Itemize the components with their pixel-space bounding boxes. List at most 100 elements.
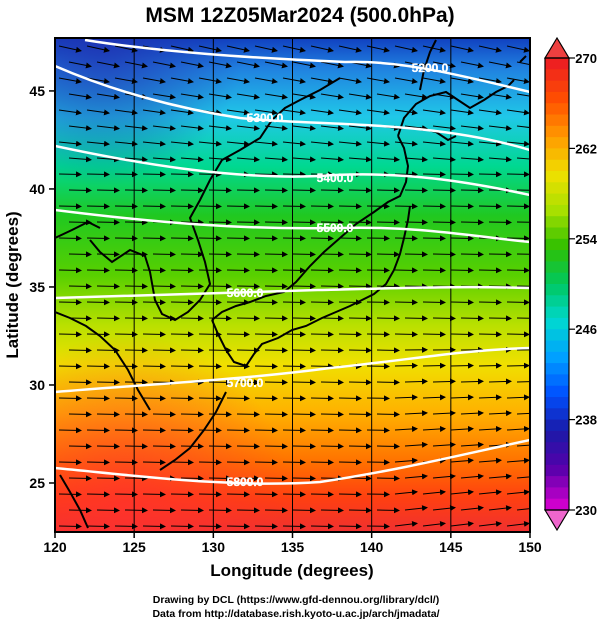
- wind-arrow: [432, 156, 456, 163]
- wind-arrow: [516, 444, 530, 447]
- y-axis-ticks: 25 30 35 40 45: [29, 83, 55, 491]
- wind-arrow: [170, 45, 194, 53]
- wind-arrow: [404, 410, 428, 417]
- wind-arrow: [460, 473, 484, 480]
- wind-arrow: [422, 77, 446, 85]
- wind-arrow: [488, 473, 512, 480]
- height-contour: [55, 208, 530, 244]
- wind-arrow: [460, 156, 484, 163]
- wind-arrow: [488, 61, 512, 69]
- contour-label: 5600.0: [227, 286, 264, 300]
- x-tick-label: 145: [439, 539, 463, 555]
- colorbar-cell: [545, 464, 569, 477]
- wind-arrow: [292, 93, 316, 100]
- x-axis-label: Longitude (degrees): [210, 561, 373, 580]
- colorbar: 270 262 254 246 238 230: [543, 36, 598, 532]
- wind-arrow: [86, 109, 110, 116]
- wind-arrow: [282, 77, 306, 85]
- wind-arrow: [460, 441, 484, 448]
- colorbar-cell: [545, 103, 569, 115]
- colorbar-cell: [545, 306, 569, 319]
- wind-arrow: [394, 140, 418, 147]
- wind-arrow: [404, 61, 428, 69]
- colorbar-cell: [545, 250, 569, 262]
- contour-label: 5700.0: [227, 376, 264, 390]
- colorbar-cell: [545, 227, 569, 240]
- colorbar-ticks: 270 262 254 246 238 230: [569, 51, 598, 518]
- wind-arrow: [450, 425, 474, 432]
- colorbar-cell: [545, 272, 569, 285]
- wind-arrow: [460, 125, 484, 132]
- colorbar-cell: [545, 193, 569, 206]
- wind-arrow: [68, 61, 92, 69]
- wind-arrow: [236, 93, 260, 100]
- wind-arrow: [124, 61, 148, 69]
- wind-arrow: [292, 61, 316, 69]
- wind-arrow: [404, 156, 428, 163]
- wind-arrow: [432, 125, 456, 132]
- wind-arrow: [432, 505, 456, 512]
- wind-arrow: [506, 140, 530, 147]
- wind-arrow: [450, 520, 474, 527]
- colorbar-frame: [544, 57, 570, 511]
- wind-arrow: [58, 77, 82, 85]
- wind-arrow: [516, 61, 530, 66]
- colorbar-cell: [545, 159, 569, 172]
- wind-arrow: [404, 378, 428, 385]
- wind-arrow: [478, 425, 502, 432]
- wind-arrow: [460, 410, 484, 417]
- x-tick-label: 135: [281, 539, 305, 555]
- colorbar-cell: [545, 295, 569, 308]
- wind-arrow: [450, 45, 474, 53]
- colorbar-top-cap: [543, 36, 571, 59]
- wind-arrow: [226, 45, 250, 53]
- wind-arrow: [394, 45, 418, 53]
- wind-arrow: [180, 93, 204, 100]
- colorbar-cell: [545, 261, 569, 274]
- wind-arrow: [208, 61, 232, 69]
- wind-arrow: [506, 45, 530, 53]
- wind-arrow: [422, 45, 446, 53]
- colorbar-cell: [545, 114, 569, 127]
- wind-arrow: [460, 505, 484, 512]
- wind-arrow: [348, 93, 372, 100]
- wind-arrow: [488, 378, 512, 385]
- wind-arrow: [432, 441, 456, 448]
- wind-arrow: [310, 140, 334, 147]
- y-tick-label: 40: [29, 181, 45, 197]
- colorbar-tick-label: 246: [575, 322, 597, 337]
- wind-arrow: [460, 61, 484, 69]
- wind-arrow: [254, 45, 278, 53]
- wind-arrow: [124, 156, 148, 163]
- wind-arrow: [226, 77, 250, 85]
- contour-label: 5400.0: [317, 171, 354, 185]
- wind-arrow: [478, 520, 502, 527]
- wind-arrow: [450, 140, 474, 147]
- wind-arrow: [68, 156, 92, 163]
- colorbar-cell: [545, 171, 569, 183]
- wind-arrow: [506, 457, 530, 464]
- wind-arrow: [236, 61, 260, 69]
- wind-arrow: [180, 156, 204, 163]
- colorbar-cell: [545, 284, 569, 296]
- wind-arrow: [422, 140, 446, 147]
- wind-arrow: [404, 93, 428, 100]
- y-tick-label: 25: [29, 475, 45, 491]
- footer-data-credit: Data from http://database.rish.kyoto-u.a…: [152, 608, 439, 620]
- wind-arrow: [488, 410, 512, 417]
- wind-arrow: [506, 109, 530, 116]
- wind-arrow: [478, 45, 502, 53]
- height-contour: [55, 144, 530, 197]
- height-contour: [84, 38, 530, 94]
- wind-arrow: [450, 394, 474, 401]
- wind-arrow: [96, 93, 120, 100]
- x-tick-label: 140: [360, 539, 384, 555]
- wind-arrow: [366, 109, 390, 116]
- colorbar-cell: [545, 363, 569, 375]
- wind-arrow: [348, 125, 372, 132]
- wind-arrow: [254, 109, 278, 116]
- wind-arrow: [516, 476, 530, 479]
- contour-label: 5200.0: [412, 61, 449, 75]
- wind-arrow: [152, 61, 176, 69]
